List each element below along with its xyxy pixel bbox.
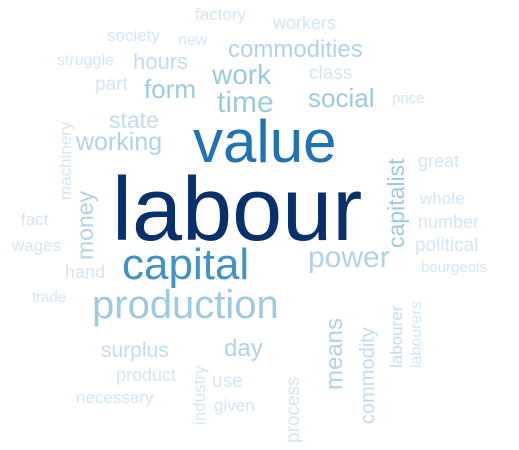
- word-money: money: [72, 190, 98, 260]
- word-time: time: [217, 86, 274, 119]
- word-use: use: [212, 371, 243, 392]
- word-bourgeois: bourgeois: [421, 259, 487, 276]
- word-labourer: labourer: [387, 305, 406, 368]
- word-hours: hours: [133, 49, 189, 74]
- word-form: form: [144, 74, 196, 104]
- word-machinery: machinery: [56, 121, 75, 200]
- word-political: political: [415, 235, 479, 256]
- word-commodities: commodities: [228, 36, 363, 63]
- word-product: product: [116, 365, 177, 385]
- word-trade: trade: [32, 289, 67, 306]
- word-class: class: [309, 63, 353, 84]
- word-fact: fact: [21, 210, 49, 229]
- word-state: state: [109, 107, 159, 133]
- word-production: production: [92, 283, 279, 327]
- word-surplus: surplus: [101, 339, 169, 362]
- word-factory: factory: [195, 5, 247, 24]
- word-social: social: [308, 83, 375, 113]
- word-capital: capital: [122, 240, 250, 289]
- word-value: value: [193, 108, 337, 175]
- word-society: society: [107, 26, 160, 45]
- word-necessary: necessary: [76, 388, 154, 407]
- word-commodity: commodity: [357, 327, 379, 424]
- word-labour: labour: [112, 160, 363, 260]
- word-struggle: struggle: [57, 52, 114, 69]
- word-means: means: [321, 317, 348, 390]
- word-part: part: [95, 74, 128, 95]
- word-process: process: [283, 376, 304, 443]
- word-work: work: [212, 59, 272, 90]
- word-day: day: [224, 335, 263, 362]
- word-wages: wages: [12, 236, 62, 255]
- word-hand: hand: [65, 262, 106, 282]
- word-power: power: [308, 241, 390, 274]
- word-new: new: [178, 32, 208, 49]
- word-working: working: [76, 128, 163, 156]
- word-capitalist: capitalist: [383, 158, 409, 248]
- word-price: price: [392, 90, 425, 107]
- word-industry: industry: [190, 365, 209, 425]
- word-given: given: [214, 396, 255, 415]
- word-whole: whole: [420, 189, 465, 208]
- word-number: number: [418, 212, 480, 232]
- word-labourers: labourers: [408, 301, 425, 368]
- word-great: great: [418, 151, 460, 171]
- word-workers: workers: [273, 13, 337, 33]
